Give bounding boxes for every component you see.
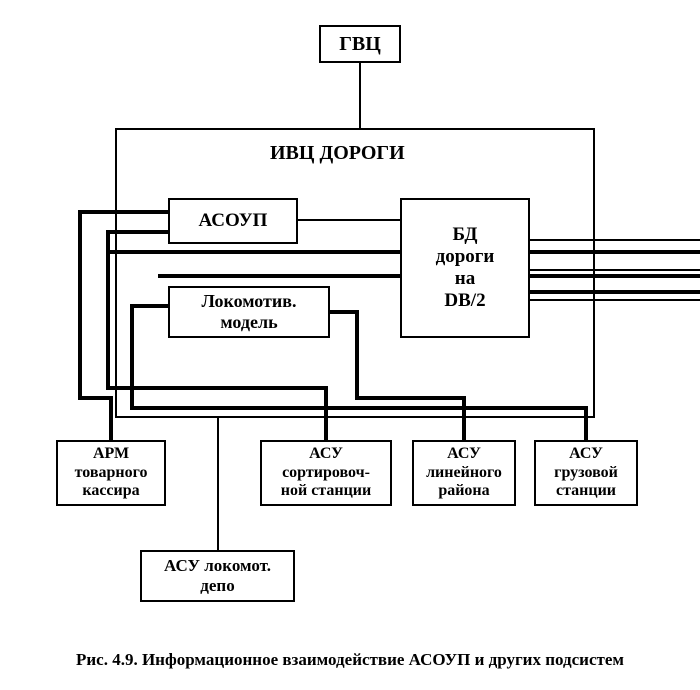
diagram-stage: ИВЦ ДОРОГИ ГВЦ АСОУП Локомотив.модель БД…	[0, 0, 700, 690]
node-asoup: АСОУП	[168, 198, 298, 244]
node-sort: АСУсортировоч-ной станции	[260, 440, 392, 506]
node-arm: АРМтоварногокассира	[56, 440, 166, 506]
node-line: АСУлинейногорайона	[412, 440, 516, 506]
node-loco: Локомотив.модель	[168, 286, 330, 338]
node-cargo: АСУгрузовойстанции	[534, 440, 638, 506]
node-depo: АСУ локомот.депо	[140, 550, 295, 602]
node-gvc: ГВЦ	[319, 25, 401, 63]
ivc-title: ИВЦ ДОРОГИ	[270, 142, 405, 165]
node-bd: БДдорогинаDB/2	[400, 198, 530, 338]
figure-caption: Рис. 4.9. Информационное взаимодействие …	[0, 650, 700, 670]
